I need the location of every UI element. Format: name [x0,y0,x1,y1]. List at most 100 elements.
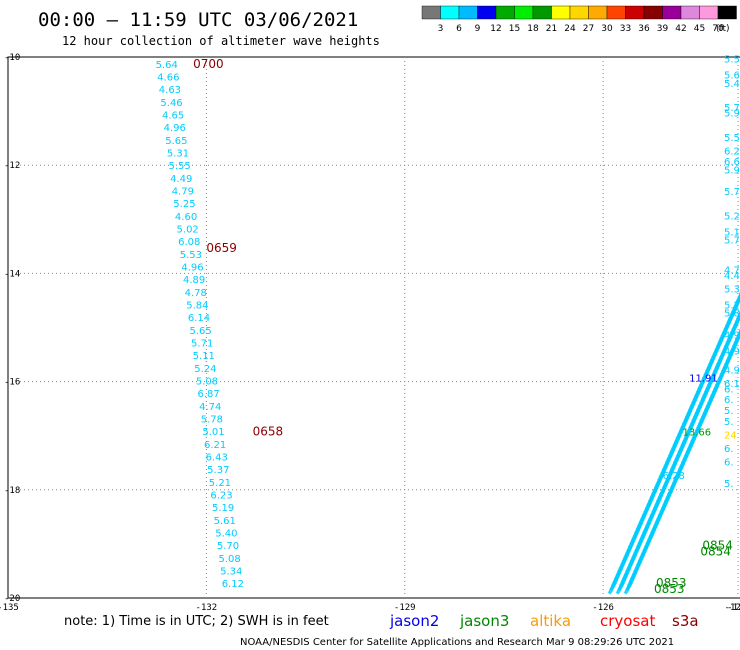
time-label: 0659 [206,241,237,255]
colorbar-swatch [551,5,571,20]
track-value: 5.21 [209,478,231,489]
track-value: 5.71 [191,339,213,350]
edge-value: 6. [724,395,734,406]
colorbar-swatch [625,5,645,20]
x-tick-label: -126 [592,603,614,613]
satellite-legend: jason2 jason3 altika cryosat s3a [389,612,699,630]
colorbar-label: 12 [490,24,501,34]
edge-value: 5.96 [724,109,740,120]
track-value: 5.08 [196,377,218,388]
track-value: 5.40 [215,529,237,540]
edge-value: 6.26 [724,146,740,157]
edge-value: 5.37 [724,284,740,295]
colorbar-swatch [643,5,663,20]
edge-value: 6.65 [724,157,740,168]
track-mark [736,307,740,321]
edge-value: 4.9 [724,330,740,341]
edge-value: 6. [724,444,734,455]
track-value: 5.53 [180,250,202,261]
track-value: 5.02 [177,224,199,235]
satellite-jason2: jason2 [389,612,439,630]
track-value: 5.08 [218,554,240,565]
colorbar-label: 6 [456,24,462,34]
edge-value: 5.72 [724,236,740,247]
track-value: 6.14 [188,313,210,324]
edge-value: 5.75 [724,187,740,198]
axis-tick-labels: -135 -132 -129 -126 -123-124 -10 -12 -14 -16 -18 -… [0,53,740,613]
track-value: 5.24 [194,364,216,375]
colorbar-label: 45 [694,24,705,34]
track-value: 5.55 [168,161,190,172]
track-value: 4.49 [170,174,192,185]
x-tick-label: -124 [725,603,740,613]
colorbar-swatch [606,5,626,20]
colorbar-swatch [458,5,478,20]
track-value: 5.64 [156,60,178,71]
colorbar-label: 36 [638,24,650,34]
track-value: 6.87 [198,389,220,400]
time-label-shadow: 0853 [654,582,685,596]
track-value: 5.19 [212,503,234,514]
edge-value: 5.25 [724,301,740,312]
edge-value: 5.52 [724,133,740,144]
credit-line: NOAA/NESDIS Center for Satellite Applica… [240,637,674,648]
colorbar-label: 39 [657,24,669,34]
track-value: 6.43 [206,453,228,464]
colorbar-label: 70 [712,24,724,34]
colorbar-label: 30 [601,24,613,34]
edge-value: 5.41 [724,79,740,90]
track-value: 6.12 [222,579,244,590]
edge-value: 5. [724,479,734,490]
value-marks: 5.50 5.655.41 5.705.96 5.52 6.266.655.98 5.75… [724,54,740,490]
edge-value: 5.70 [724,103,740,114]
track-value: 5.01 [202,427,224,438]
track-value: 5.65 [165,136,187,147]
x-tick-label: -135 [0,603,19,613]
satellite-cryosat: cryosat [600,612,655,630]
edge-value: 4.9 [724,365,740,376]
edge-value: 5. [724,417,734,428]
colorbar-swatch [477,5,497,20]
colorbar-label: 42 [675,24,686,34]
time-label: 0853 [656,576,687,590]
right-track: 11.9113.666.2808570857085608560855085508… [607,282,740,596]
edge-value: 4.9 [724,347,740,358]
y-tick-label: -10 [4,53,20,63]
track-value: 5.11 [193,351,215,362]
edge-value: 6. [724,457,734,468]
edge-value: 4.70 [724,265,740,276]
y-tick-label: -12 [4,161,20,171]
x-tick-label: -132 [196,603,218,613]
track-value: 5.31 [167,148,189,159]
colorbar-swatch [717,5,737,20]
y-tick-label: -18 [4,486,20,496]
track-value: 4.63 [159,85,181,96]
track-value: 4.79 [172,186,194,197]
colorbar-label: 21 [546,24,557,34]
colorbar-swatch [680,5,700,20]
track-value: 5.46 [160,98,182,109]
track-value: 4.96 [181,262,203,273]
edge-value: 5.20 [724,211,740,222]
colorbar-unit: (ft) [716,24,730,34]
edge-value: 24 [724,430,737,441]
grid-lines [8,57,740,598]
track-value: 4.66 [157,72,179,83]
track-value: 4.78 [185,288,207,299]
colorbar-label: 15 [509,24,520,34]
track-value: 6.21 [204,440,226,451]
track-value: 5.70 [217,541,239,552]
satellite-altika: altika [530,612,571,630]
colorbar-swatch [569,5,589,20]
colorbar-label: 3 [438,24,444,34]
track-value: 5.37 [207,465,229,476]
colorbar-swatch [421,5,441,20]
edge-value: 5.84 [724,309,740,320]
time-label-shadow: 0854 [700,544,731,558]
track-value: 6.28 [663,471,685,482]
time-label: 0658 [253,425,284,439]
track-value: 5.65 [189,326,211,337]
track-value: 5.84 [186,300,208,311]
track-value: 5.25 [173,199,195,210]
satellite-s3a: s3a [672,612,699,630]
